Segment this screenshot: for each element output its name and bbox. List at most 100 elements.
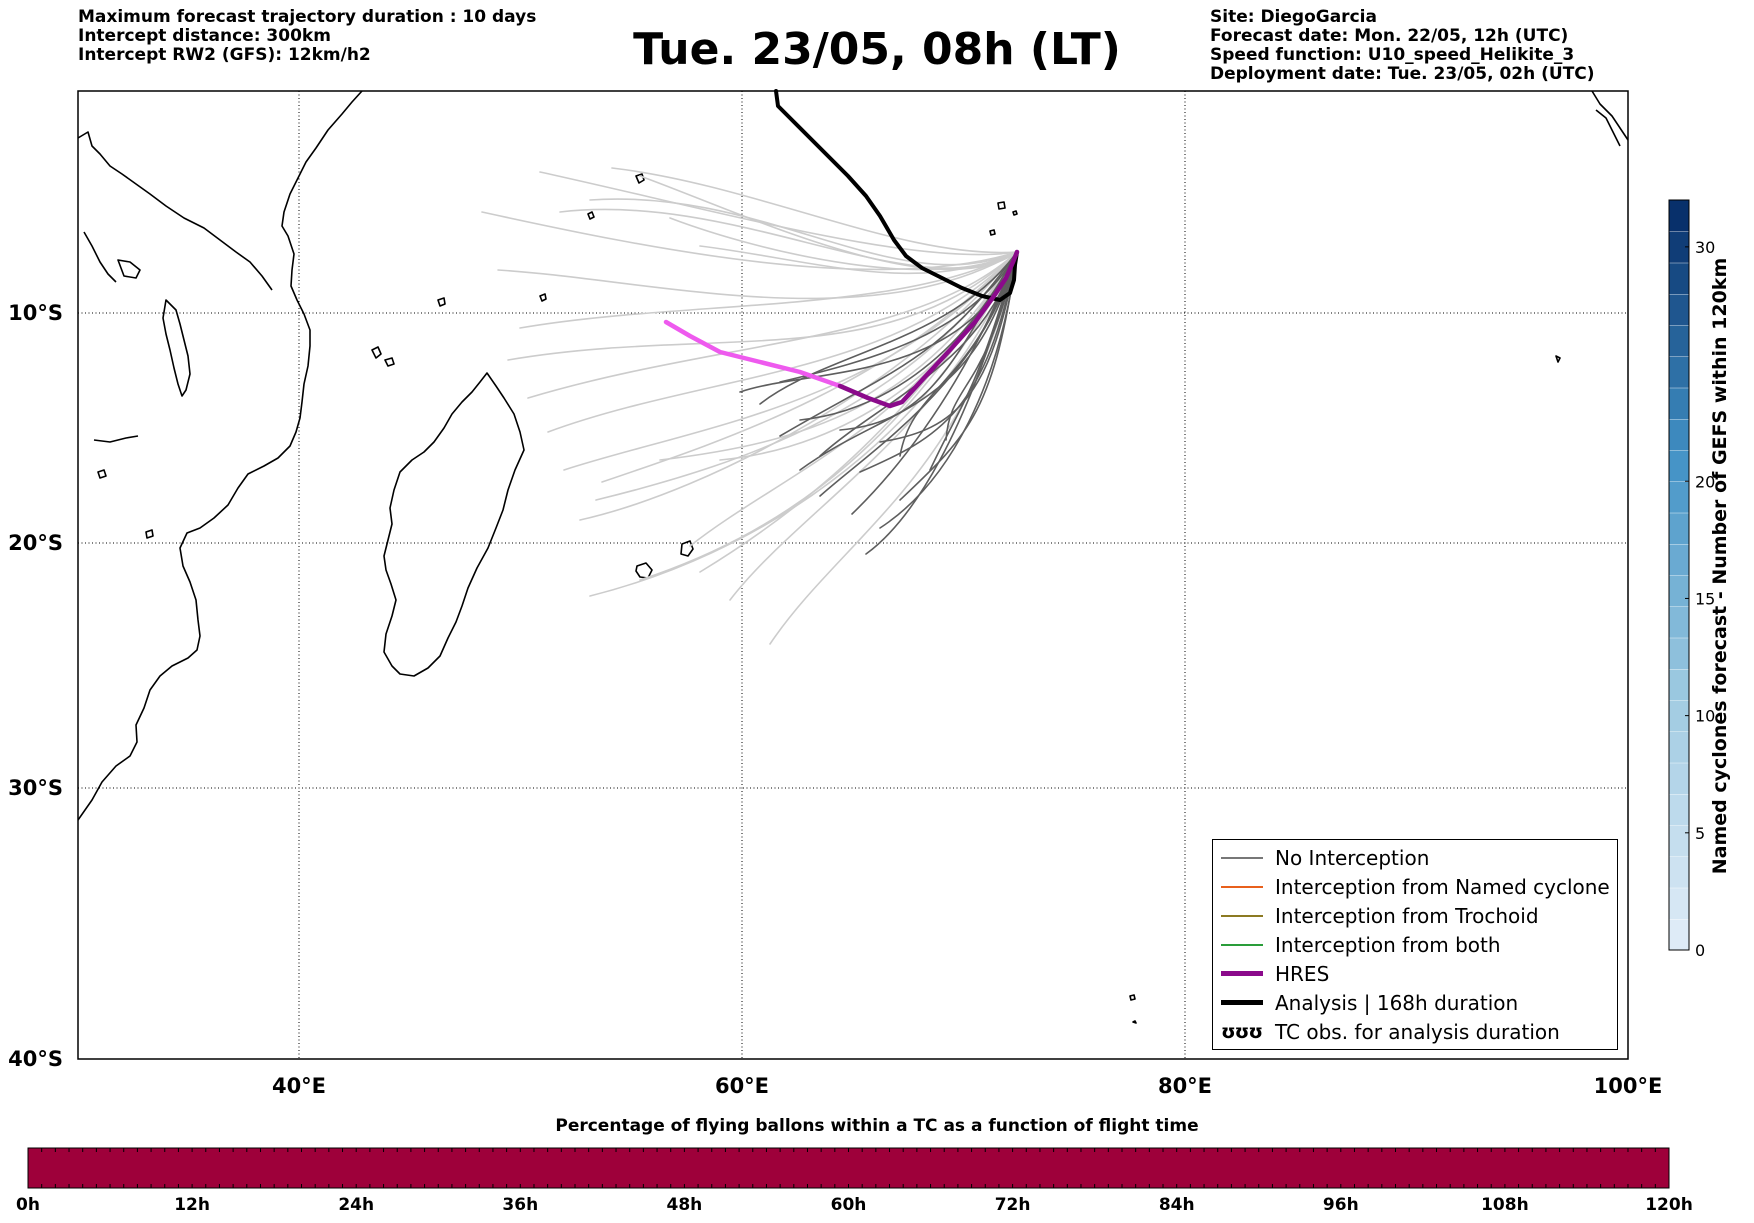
trajectory-settings: Maximum forecast trajectory duration : 1… bbox=[78, 8, 536, 65]
ensemble-trajectory-near bbox=[851, 251, 1018, 515]
legend-label: Analysis | 168h duration bbox=[1275, 991, 1519, 1015]
cyclone-colorbar-tick-label: 30 bbox=[1695, 238, 1715, 257]
ensemble-trajectory-near bbox=[899, 251, 1018, 457]
ensemble-trajectory-near bbox=[879, 251, 1018, 443]
legend-label: Interception from Named cyclone bbox=[1275, 875, 1610, 899]
flight-time-tick-label: 12h bbox=[174, 1195, 210, 1215]
cyclone-colorbar-label: Named cyclones forecast - Number of GEFS… bbox=[1709, 257, 1731, 875]
lat-tick-20s: 20°S bbox=[8, 531, 63, 555]
cyclone-colorbar-step bbox=[1668, 731, 1690, 764]
legend-item-analysis: Analysis | 168h duration bbox=[1213, 989, 1617, 1017]
tc-obs-symbol: ʊʊʊ bbox=[1221, 1021, 1263, 1043]
flight-time-colorbar-fill bbox=[27, 1147, 1670, 1189]
ensemble-trajectory-far bbox=[507, 251, 1018, 361]
ensemble-trajectory-near bbox=[799, 251, 1018, 421]
cyclone-colorbar-step bbox=[1668, 324, 1690, 357]
cyclone-colorbar-frame bbox=[1668, 199, 1690, 951]
coastlines bbox=[78, 91, 1628, 1024]
lat-tick-40s: 40°S bbox=[8, 1047, 63, 1071]
flight-time-minor-ticks bbox=[41, 1148, 1656, 1188]
lon-tick-80e: 80°E bbox=[1158, 1074, 1212, 1098]
legend-swatch bbox=[1221, 1000, 1263, 1005]
legend-swatch bbox=[1221, 857, 1263, 859]
ensemble-trajectory-far bbox=[547, 251, 1018, 433]
flight-time-tick-label: 96h bbox=[1323, 1195, 1359, 1215]
cyclone-colorbar-step bbox=[1668, 449, 1690, 482]
southern-islands bbox=[1129, 355, 1561, 1024]
flight-time-tick-label: 60h bbox=[831, 1195, 867, 1215]
legend-label: Interception from Trochoid bbox=[1275, 904, 1539, 928]
ensemble-trajectory-near bbox=[759, 251, 1018, 405]
flight-time-colorbar-ticks: 0h 12h 24h 36h 48h 60h 72h 84h 96h 108h 120h bbox=[16, 1195, 1693, 1215]
flight-time-tick-label: 108h bbox=[1481, 1195, 1529, 1215]
cyclone-colorbar-ticks: 0 5 10 15 20 30 bbox=[1685, 238, 1715, 960]
ensemble-trajectory-far bbox=[729, 251, 1018, 601]
africa-coastline bbox=[78, 91, 363, 821]
ensemble-trajectory-far bbox=[527, 251, 1018, 399]
legend-label: No Interception bbox=[1275, 846, 1430, 870]
lake-victoria bbox=[117, 259, 141, 279]
max-duration-text: Maximum forecast trajectory duration : 1… bbox=[78, 7, 537, 27]
cyclone-colorbar-tick-label: 10 bbox=[1695, 707, 1715, 726]
intercept-rw2-text: Intercept RW2 (GFS): 12km/h2 bbox=[78, 45, 371, 65]
cyclone-colorbar-tick-label: 20 bbox=[1695, 472, 1715, 491]
lake-malawi bbox=[162, 299, 191, 397]
cyclone-colorbar-step bbox=[1668, 887, 1690, 920]
ensemble-trajectory-far bbox=[611, 167, 1018, 254]
legend-swatch bbox=[1221, 944, 1263, 946]
cyclone-colorbar-step bbox=[1668, 387, 1690, 420]
legend-item-trochoid: Interception from Trochoid bbox=[1213, 902, 1617, 930]
ensemble-trajectory-far bbox=[539, 171, 1018, 256]
cyclone-colorbar-step bbox=[1668, 856, 1690, 889]
ensemble-trajectory-near bbox=[799, 251, 1018, 471]
cyclone-colorbar-step bbox=[1668, 668, 1690, 701]
cyclone-colorbar-step bbox=[1668, 481, 1690, 514]
madagascar-coastline bbox=[383, 372, 525, 677]
ensemble-trajectory-far bbox=[589, 198, 1018, 266]
cyclone-colorbar-step bbox=[1668, 262, 1690, 295]
sumatra-coastline bbox=[1595, 109, 1621, 147]
chagos-coastline bbox=[989, 201, 1018, 236]
cyclone-colorbar-step bbox=[1668, 512, 1690, 545]
ensemble-trajectory-near bbox=[779, 251, 1018, 437]
flight-time-tick-label: 72h bbox=[995, 1195, 1031, 1215]
legend-item-both: Interception from both bbox=[1213, 931, 1617, 959]
legend-label: HRES bbox=[1275, 962, 1330, 986]
ensemble-trajectories-near bbox=[739, 251, 1018, 555]
legend-label: TC obs. for analysis duration bbox=[1275, 1020, 1560, 1044]
lat-tick-30s: 30°S bbox=[8, 776, 63, 800]
forecast-date-text: Forecast date: Mon. 22/05, 12h (UTC) bbox=[1210, 26, 1569, 46]
flight-time-tick-label: 120h bbox=[1645, 1195, 1693, 1215]
deployment-date-text: Deployment date: Tue. 23/05, 02h (UTC) bbox=[1210, 64, 1595, 84]
cyclone-colorbar-steps bbox=[1668, 199, 1690, 951]
legend-swatch bbox=[1221, 915, 1263, 917]
ensemble-trajectory-near bbox=[779, 251, 1018, 383]
legend-item-named-cyclone: Interception from Named cyclone bbox=[1213, 873, 1617, 901]
flight-time-tick-label: 0h bbox=[16, 1195, 40, 1215]
mauritius-coastline bbox=[680, 540, 694, 557]
lake-tanganyika bbox=[93, 435, 139, 443]
lon-tick-60e: 60°E bbox=[715, 1074, 769, 1098]
ensemble-trajectory-far bbox=[519, 251, 1018, 329]
forecast-info: Site: DiegoGarcia Forecast date: Mon. 22… bbox=[1210, 8, 1595, 84]
latitude-tick-labels: 10°S 20°S 30°S 40°S bbox=[8, 301, 63, 1071]
cyclone-colorbar-step bbox=[1668, 793, 1690, 826]
map-frame bbox=[77, 90, 1629, 1060]
ensemble-trajectory-far bbox=[481, 211, 1018, 271]
southeast-asia-coastline bbox=[1591, 91, 1628, 141]
lat-tick-10s: 10°S bbox=[8, 301, 63, 325]
ensemble-trajectories-far bbox=[481, 167, 1018, 645]
ensemble-trajectory-far bbox=[579, 251, 1018, 521]
reunion-coastline bbox=[635, 562, 653, 579]
flight-time-tick-label: 24h bbox=[338, 1195, 374, 1215]
cyclone-colorbar: 0 5 10 15 20 30 bbox=[1668, 199, 1715, 960]
cyclone-colorbar-step bbox=[1668, 574, 1690, 607]
cyclone-colorbar-step bbox=[1668, 199, 1690, 232]
legend-item-no-interception: No Interception bbox=[1213, 844, 1617, 872]
cyclone-colorbar-step bbox=[1668, 762, 1690, 795]
ensemble-trajectory-far bbox=[669, 217, 1018, 271]
map-legend: No Interception Interception from Named … bbox=[1212, 839, 1618, 1050]
ensemble-trajectory-far bbox=[699, 245, 1018, 275]
ensemble-trajectory-far bbox=[497, 251, 1018, 300]
flight-time-tick-label: 48h bbox=[667, 1195, 703, 1215]
